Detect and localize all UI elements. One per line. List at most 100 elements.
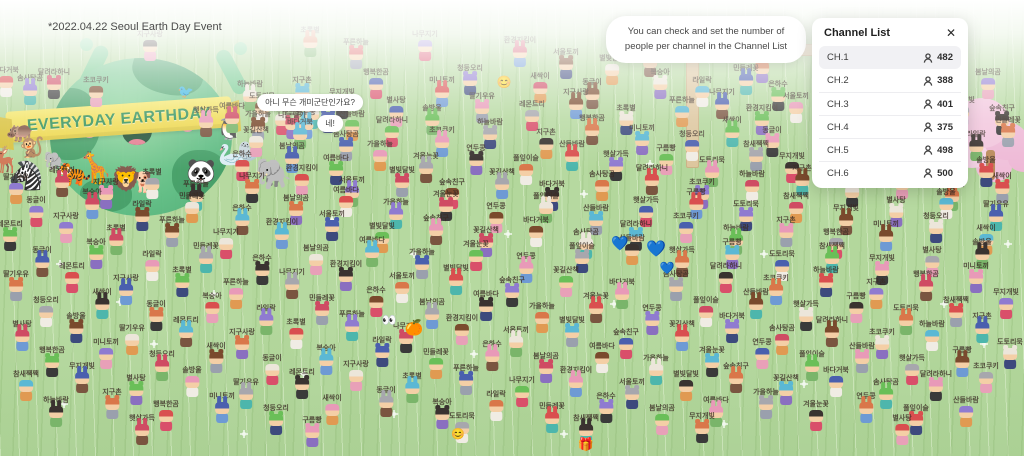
avatar[interactable]: 꽃길산책 <box>473 227 499 258</box>
avatar[interactable]: 바다거북 <box>609 279 635 310</box>
avatar[interactable]: 지구촌 <box>102 389 122 420</box>
avatar[interactable]: 햇살가득 <box>193 107 219 138</box>
avatar[interactable]: 지구촌 <box>536 129 556 160</box>
avatar[interactable]: 바다거북 <box>523 217 549 248</box>
channel-row-ch2[interactable]: CH.2 388 <box>819 69 961 92</box>
avatar[interactable]: 지구사랑 <box>137 31 163 62</box>
avatar[interactable]: 청둥오리 <box>149 351 175 382</box>
avatar[interactable]: 연두콩 <box>642 305 662 336</box>
avatar[interactable]: 풀잎이슬 <box>693 297 719 328</box>
avatar[interactable]: 솜사탕곰 <box>17 75 43 106</box>
avatar[interactable]: 솜사탕곰 <box>663 271 689 302</box>
avatar[interactable]: 라일락 <box>256 305 276 336</box>
channel-row-ch1[interactable]: CH.1 482 <box>819 46 961 69</box>
avatar[interactable]: 지구사랑 <box>53 213 79 244</box>
avatar[interactable]: 새싹이 <box>722 117 742 148</box>
avatar[interactable]: 봄날의곰 <box>303 245 329 276</box>
avatar[interactable]: 도토리묵 <box>449 413 475 444</box>
avatar[interactable]: 동글이 <box>376 387 396 418</box>
avatar[interactable]: 민들레꽃 <box>193 243 219 274</box>
avatar[interactable]: 환경지킴이 <box>330 261 362 292</box>
avatar[interactable]: 숲속친구 <box>613 329 639 360</box>
avatar[interactable]: 도토리묵 <box>997 339 1023 370</box>
avatar[interactable]: 연두콩 <box>516 253 536 284</box>
avatar[interactable]: 가을하늘 <box>753 389 779 420</box>
avatar[interactable]: 봄날의곰 <box>419 299 445 330</box>
avatar[interactable]: 지구사랑 <box>229 329 255 360</box>
avatar[interactable]: 은하수 <box>482 341 502 372</box>
avatar[interactable]: 초코쿠키 <box>673 213 699 244</box>
avatar[interactable]: 가을하늘 <box>643 355 669 386</box>
avatar[interactable]: 은하수 <box>366 287 386 318</box>
avatar[interactable]: 연두콩 <box>486 203 506 234</box>
avatar[interactable]: 미니토끼 <box>873 221 899 252</box>
avatar[interactable]: 산들바람 <box>559 141 585 172</box>
avatar[interactable]: 솜사탕곰 <box>769 325 795 356</box>
avatar[interactable]: 환경지킴이 <box>504 37 536 68</box>
avatar[interactable]: 산들바람 <box>849 343 875 374</box>
avatar[interactable]: 도토리묵 <box>893 305 919 336</box>
avatar[interactable]: 레몬트리 <box>519 101 545 132</box>
avatar[interactable]: 복숭아 <box>650 69 670 100</box>
avatar[interactable]: 산들바람 <box>743 289 769 320</box>
avatar[interactable]: 별사탕 <box>886 197 906 228</box>
avatar[interactable]: 초코쿠키 <box>763 275 789 306</box>
avatar[interactable]: 딸기우유 <box>119 325 145 356</box>
avatar[interactable]: 레몬트리 <box>49 167 75 198</box>
avatar[interactable]: 도토리묵 <box>769 251 795 282</box>
avatar[interactable]: 풀잎이슬 <box>903 405 929 436</box>
avatar[interactable]: 달려라하니 <box>710 263 742 294</box>
avatar[interactable]: 지구사랑 <box>343 361 369 392</box>
avatar[interactable]: 새싹이 <box>530 73 550 104</box>
avatar[interactable]: 초록별 <box>106 225 126 256</box>
avatar[interactable]: 참새짹짹 <box>783 193 809 224</box>
avatar[interactable]: 햇살가득 <box>129 415 155 446</box>
avatar[interactable]: 나무지기 <box>393 323 419 354</box>
avatar[interactable]: 나무지기 <box>709 89 735 120</box>
avatar[interactable]: 지구촌 <box>972 313 992 344</box>
avatar[interactable]: 나무지기 <box>213 229 239 260</box>
avatar[interactable]: 초록별 <box>172 267 192 298</box>
avatar[interactable]: 레몬트리 <box>289 369 315 400</box>
close-icon[interactable]: ✕ <box>945 26 956 40</box>
avatar[interactable]: 풀잎이슬 <box>799 351 825 382</box>
avatar[interactable]: 라일락 <box>132 201 152 232</box>
avatar[interactable]: 별사탕 <box>12 321 32 352</box>
avatar[interactable]: 꽃길산책 <box>773 375 799 406</box>
avatar[interactable]: 초코쿠키 <box>83 77 109 108</box>
avatar[interactable]: 청둥오리 <box>457 65 483 96</box>
avatar[interactable]: 새싹이 <box>322 395 342 426</box>
avatar[interactable]: 환경지킴이 <box>560 367 592 398</box>
channel-row-ch6[interactable]: CH.6 500 <box>819 161 961 184</box>
channel-row-ch5[interactable]: CH.5 498 <box>819 138 961 161</box>
avatar[interactable]: 청둥오리 <box>923 213 949 244</box>
avatar[interactable]: 민들레꽃 <box>995 117 1021 148</box>
avatar[interactable]: 참새짹짹 <box>819 243 845 274</box>
avatar[interactable]: 별사탕 <box>892 415 912 446</box>
avatar[interactable]: 민들레꽃 <box>179 193 205 224</box>
avatar[interactable]: 새싹이 <box>992 173 1012 204</box>
avatar[interactable]: 달려라하니 <box>816 317 848 348</box>
avatar[interactable]: 겨울눈꽃 <box>463 241 489 272</box>
avatar[interactable]: 겨울눈꽃 <box>433 191 459 222</box>
avatar[interactable]: 무지개빛 <box>869 255 895 286</box>
channel-row-ch3[interactable]: CH.3 401 <box>819 92 961 115</box>
avatar[interactable]: 푸른하늘 <box>343 39 369 70</box>
avatar[interactable]: 솔방울 <box>936 189 956 220</box>
avatar[interactable]: 구름빵 <box>952 347 972 378</box>
avatar[interactable]: 지구촌 <box>866 279 886 310</box>
avatar[interactable]: 푸른하늘 <box>669 97 695 128</box>
avatar[interactable]: 하늘바람 <box>813 267 839 298</box>
avatar[interactable]: 서울토끼 <box>319 211 345 242</box>
avatar[interactable]: 꽃길산책 <box>553 267 579 298</box>
avatar[interactable]: 나무지기 <box>239 173 265 204</box>
avatar[interactable]: 솜사탕곰 <box>589 171 615 202</box>
avatar[interactable]: 새싹이 <box>206 343 226 374</box>
avatar[interactable]: 민들레꽃 <box>539 403 565 434</box>
avatar[interactable]: 레몬트리 <box>0 221 23 252</box>
avatar[interactable]: 나무지기 <box>279 269 305 300</box>
avatar[interactable]: 새싹이 <box>92 289 112 320</box>
avatar[interactable]: 서울토끼 <box>619 379 645 410</box>
avatar[interactable]: 솔방울 <box>66 313 86 344</box>
avatar[interactable]: 라일락 <box>142 251 162 282</box>
